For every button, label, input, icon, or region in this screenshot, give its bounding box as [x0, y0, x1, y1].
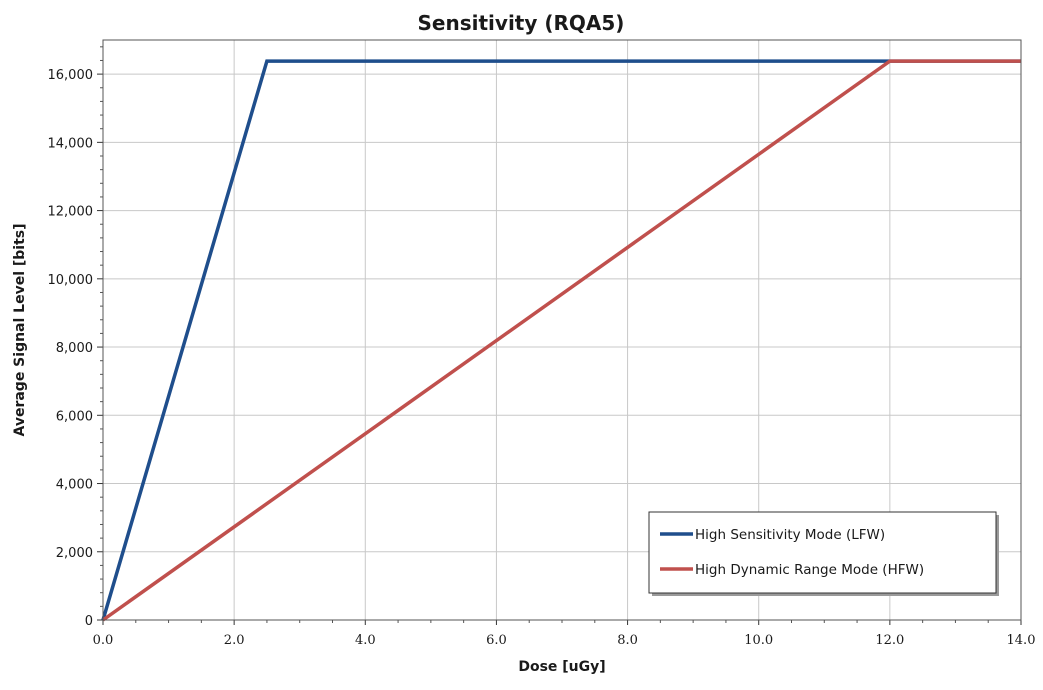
x-tick-label: 6.0: [486, 633, 507, 648]
legend-box: [648, 511, 997, 594]
grid-layer: [103, 40, 1021, 620]
tick-layer: 0.0 2.0 4.0 6.0 8.0 10.0 12.0 14.0 0 2,000 4,000 6,…: [48, 46, 1036, 648]
series-line-1: [101, 59, 1021, 621]
y-tick-label: 4,000: [56, 478, 93, 493]
y-tick-label: 0: [85, 614, 93, 629]
y-tick-label: 14,000: [48, 136, 94, 151]
y-tick-label: 10,000: [48, 273, 94, 288]
x-tick-label: 14.0: [1007, 633, 1036, 648]
plot-area-border: [102, 39, 1022, 621]
y-tick-label: 6,000: [56, 409, 93, 424]
legend-label-1: High Sensitivity Mode (LFW): [695, 527, 885, 543]
x-tick-label: 12.0: [875, 633, 904, 648]
legend: High Sensitivity Mode (LFW) High Dynamic …: [648, 511, 999, 596]
y-axis-label: Average Signal Level [bits]: [12, 223, 28, 436]
y-tick-label: 8,000: [56, 341, 93, 356]
chart-title: Sensitivity (RQA5): [418, 11, 625, 35]
x-tick-label: 10.0: [744, 633, 773, 648]
legend-label-2: High Dynamic Range Mode (HFW): [695, 562, 924, 578]
y-tick-label: 16,000: [48, 68, 94, 83]
series-layer: [101, 59, 1021, 622]
x-axis-label: Dose [uGy]: [518, 659, 605, 675]
x-tick-label: 2.0: [224, 633, 245, 648]
x-tick-label: 8.0: [617, 633, 638, 648]
x-tick-label: 0.0: [93, 633, 114, 648]
y-tick-label: 2,000: [56, 546, 93, 561]
x-tick-label: 4.0: [355, 633, 376, 648]
series-line-2: [101, 59, 1021, 622]
y-tick-label: 12,000: [48, 205, 94, 220]
